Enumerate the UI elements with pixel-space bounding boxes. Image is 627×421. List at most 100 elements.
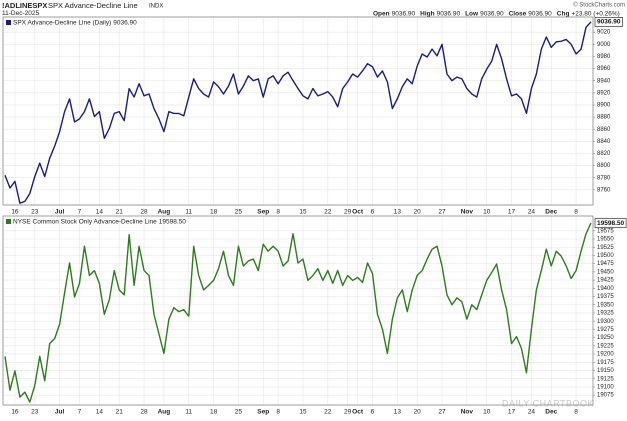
series-line xyxy=(4,21,592,204)
x-tick-label: 20 xyxy=(414,409,422,416)
y-tick-label: 19125 xyxy=(597,376,614,382)
x-tick-label: 8 xyxy=(276,209,280,216)
x-tick-label: 23 xyxy=(31,409,39,416)
y-tick-label: 19450 xyxy=(597,269,614,275)
x-tick-label: 20 xyxy=(414,209,422,216)
x-tick-label: 10 xyxy=(483,209,491,216)
x-tick-label: Oct xyxy=(352,209,364,216)
x-tick-label: 28 xyxy=(140,409,148,416)
x-tick-label: 27 xyxy=(438,209,446,216)
y-tick-label: 8960 xyxy=(597,66,611,72)
quote-value: 9036.90 xyxy=(392,11,416,18)
x-tick-label: 8 xyxy=(276,409,280,416)
x-tick-label: 29 xyxy=(344,209,352,216)
quote-value: 9036.90 xyxy=(528,11,552,18)
watermark: DAILY CHARTBOOK xyxy=(502,398,594,408)
symbol: !ADLINESPX xyxy=(2,1,47,10)
legend-swatch xyxy=(6,219,11,224)
x-tick-label: 21 xyxy=(116,209,124,216)
y-tick-label: 19375 xyxy=(597,294,614,300)
copyright: © StockCharts.com xyxy=(573,2,625,9)
x-tick-label: 24 xyxy=(528,209,536,216)
quote-value: +23.80 (+0.26%) xyxy=(571,11,619,18)
y-tick-label: 8860 xyxy=(597,127,611,133)
x-tick-label: 25 xyxy=(235,409,243,416)
x-tick-label: 13 xyxy=(394,409,402,416)
y-tick-label: 19325 xyxy=(597,311,614,317)
x-tick-label: 22 xyxy=(324,209,332,216)
y-tick-label: 9020 xyxy=(597,30,611,36)
x-tick-label: 23 xyxy=(31,209,39,216)
y-tick-label: 19200 xyxy=(597,352,614,358)
x-tick-label: 6 xyxy=(371,209,375,216)
x-tick-label: 21 xyxy=(116,409,124,416)
x-tick-label: Dec xyxy=(545,209,557,216)
x-tick-label: 28 xyxy=(140,209,148,216)
x-tick-label: Dec xyxy=(545,409,557,416)
quote-label: High xyxy=(420,11,434,18)
quote-bar: Open 9036.90 High 9036.90 Low 9036.90 Close 903… xyxy=(373,11,620,18)
plot-frame xyxy=(2,215,594,406)
quote-value: 9036.90 xyxy=(437,11,461,18)
x-tick-label: Nov xyxy=(461,209,474,216)
x-tick-label: 29 xyxy=(344,409,352,416)
y-tick-label: 8880 xyxy=(597,115,611,121)
x-tick-label: 14 xyxy=(96,409,104,416)
x-tick-label: 11 xyxy=(185,209,192,216)
x-tick-label: 15 xyxy=(299,409,307,416)
x-tick-label: Aug xyxy=(158,209,171,216)
y-tick-label: 19500 xyxy=(597,253,614,259)
y-tick-label: 19100 xyxy=(597,384,614,390)
x-tick-label: 25 xyxy=(235,209,243,216)
x-tick-label: 18 xyxy=(210,409,218,416)
x-tick-label: Aug xyxy=(158,409,171,416)
y-tick-label: 9000 xyxy=(597,42,611,48)
x-tick-label: 27 xyxy=(438,409,446,416)
x-tick-label: Jul xyxy=(55,409,65,416)
x-tick-label: 10 xyxy=(483,409,491,416)
x-tick-label: 13 xyxy=(394,209,402,216)
y-tick-label: 19300 xyxy=(597,319,614,325)
series-line xyxy=(4,222,592,403)
date: 11-Dec-2025 xyxy=(2,10,39,17)
last-value-box xyxy=(594,218,627,228)
last-value-label: 9036.90 xyxy=(597,19,621,26)
x-tick-label: 16 xyxy=(11,409,19,416)
y-tick-label: 8900 xyxy=(597,103,611,109)
y-tick-label: 8840 xyxy=(597,139,611,145)
y-tick-label: 19275 xyxy=(597,327,614,333)
x-tick-label: 22 xyxy=(324,409,332,416)
quote-label: Chg xyxy=(557,11,570,18)
exchange: INDX xyxy=(149,4,163,10)
legend-value: 19598.50 xyxy=(159,219,186,226)
x-tick-label: 16 xyxy=(11,209,19,216)
legend-value: 9036.90 xyxy=(113,20,137,27)
y-tick-label: 19175 xyxy=(597,360,614,366)
x-tick-label: 11 xyxy=(185,409,192,416)
quote-label: Open xyxy=(373,11,390,18)
y-tick-label: 19400 xyxy=(597,286,614,292)
x-tick-label: 7 xyxy=(78,409,82,416)
instrument-name: SPX Advance-Decline Line xyxy=(48,1,138,10)
y-tick-label: 8920 xyxy=(597,90,611,96)
x-tick-label: 17 xyxy=(508,409,516,416)
x-tick-label: 17 xyxy=(508,209,516,216)
last-value-box xyxy=(594,17,623,27)
y-tick-label: 19525 xyxy=(597,245,614,251)
quote-label: Close xyxy=(509,11,527,18)
x-tick-label: Sep xyxy=(257,409,269,416)
x-tick-label: 18 xyxy=(210,209,218,216)
y-tick-label: 8780 xyxy=(597,175,611,181)
x-tick-label: Sep xyxy=(257,209,269,216)
x-tick-label: 15 xyxy=(299,209,307,216)
x-tick-label: 14 xyxy=(96,209,104,216)
quote-label: Low xyxy=(465,11,479,18)
y-tick-label: 19575 xyxy=(597,228,614,234)
y-tick-label: 19425 xyxy=(597,278,614,284)
y-tick-label: 19350 xyxy=(597,302,614,308)
y-tick-label: 8800 xyxy=(597,163,611,169)
x-tick-label: 8 xyxy=(574,209,578,216)
legend-name: NYSE Common Stock Only Advance-Decline L… xyxy=(13,219,157,226)
x-tick-label: Jul xyxy=(55,209,65,216)
